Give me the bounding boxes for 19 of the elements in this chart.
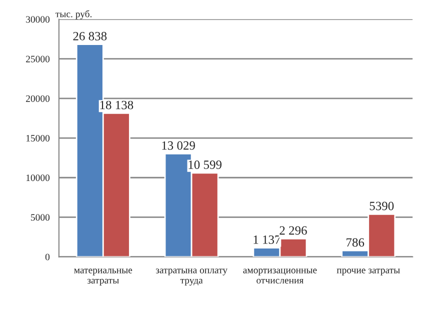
y-tick-label: 20000 xyxy=(26,95,50,102)
x-tick-label: прочие затраты xyxy=(336,268,400,276)
y-tick-label: 15000 xyxy=(26,134,50,142)
data-label: 18 138 xyxy=(100,100,134,110)
y-tick-label: 5000 xyxy=(31,214,50,221)
data-label: 5390 xyxy=(370,202,394,210)
y-tick-label: 10000 xyxy=(26,174,50,182)
y-tick-label: 0 xyxy=(45,254,50,260)
data-label: 26 838 xyxy=(73,32,107,40)
y-axis-title: тыс. руб. xyxy=(56,10,92,20)
x-tick-label: затратына оплату труда xyxy=(156,268,228,286)
y-tick-label: 30000 xyxy=(26,16,50,23)
y-tick-label: 25000 xyxy=(26,56,50,62)
data-label: 786 xyxy=(346,238,364,247)
x-tick-label: амортизационные отчисления xyxy=(243,268,317,284)
x-tick-label: материальные затраты xyxy=(74,268,132,286)
data-label: 10 599 xyxy=(188,160,222,169)
data-label: 2 296 xyxy=(280,226,307,235)
data-label: 13 029 xyxy=(162,141,195,150)
